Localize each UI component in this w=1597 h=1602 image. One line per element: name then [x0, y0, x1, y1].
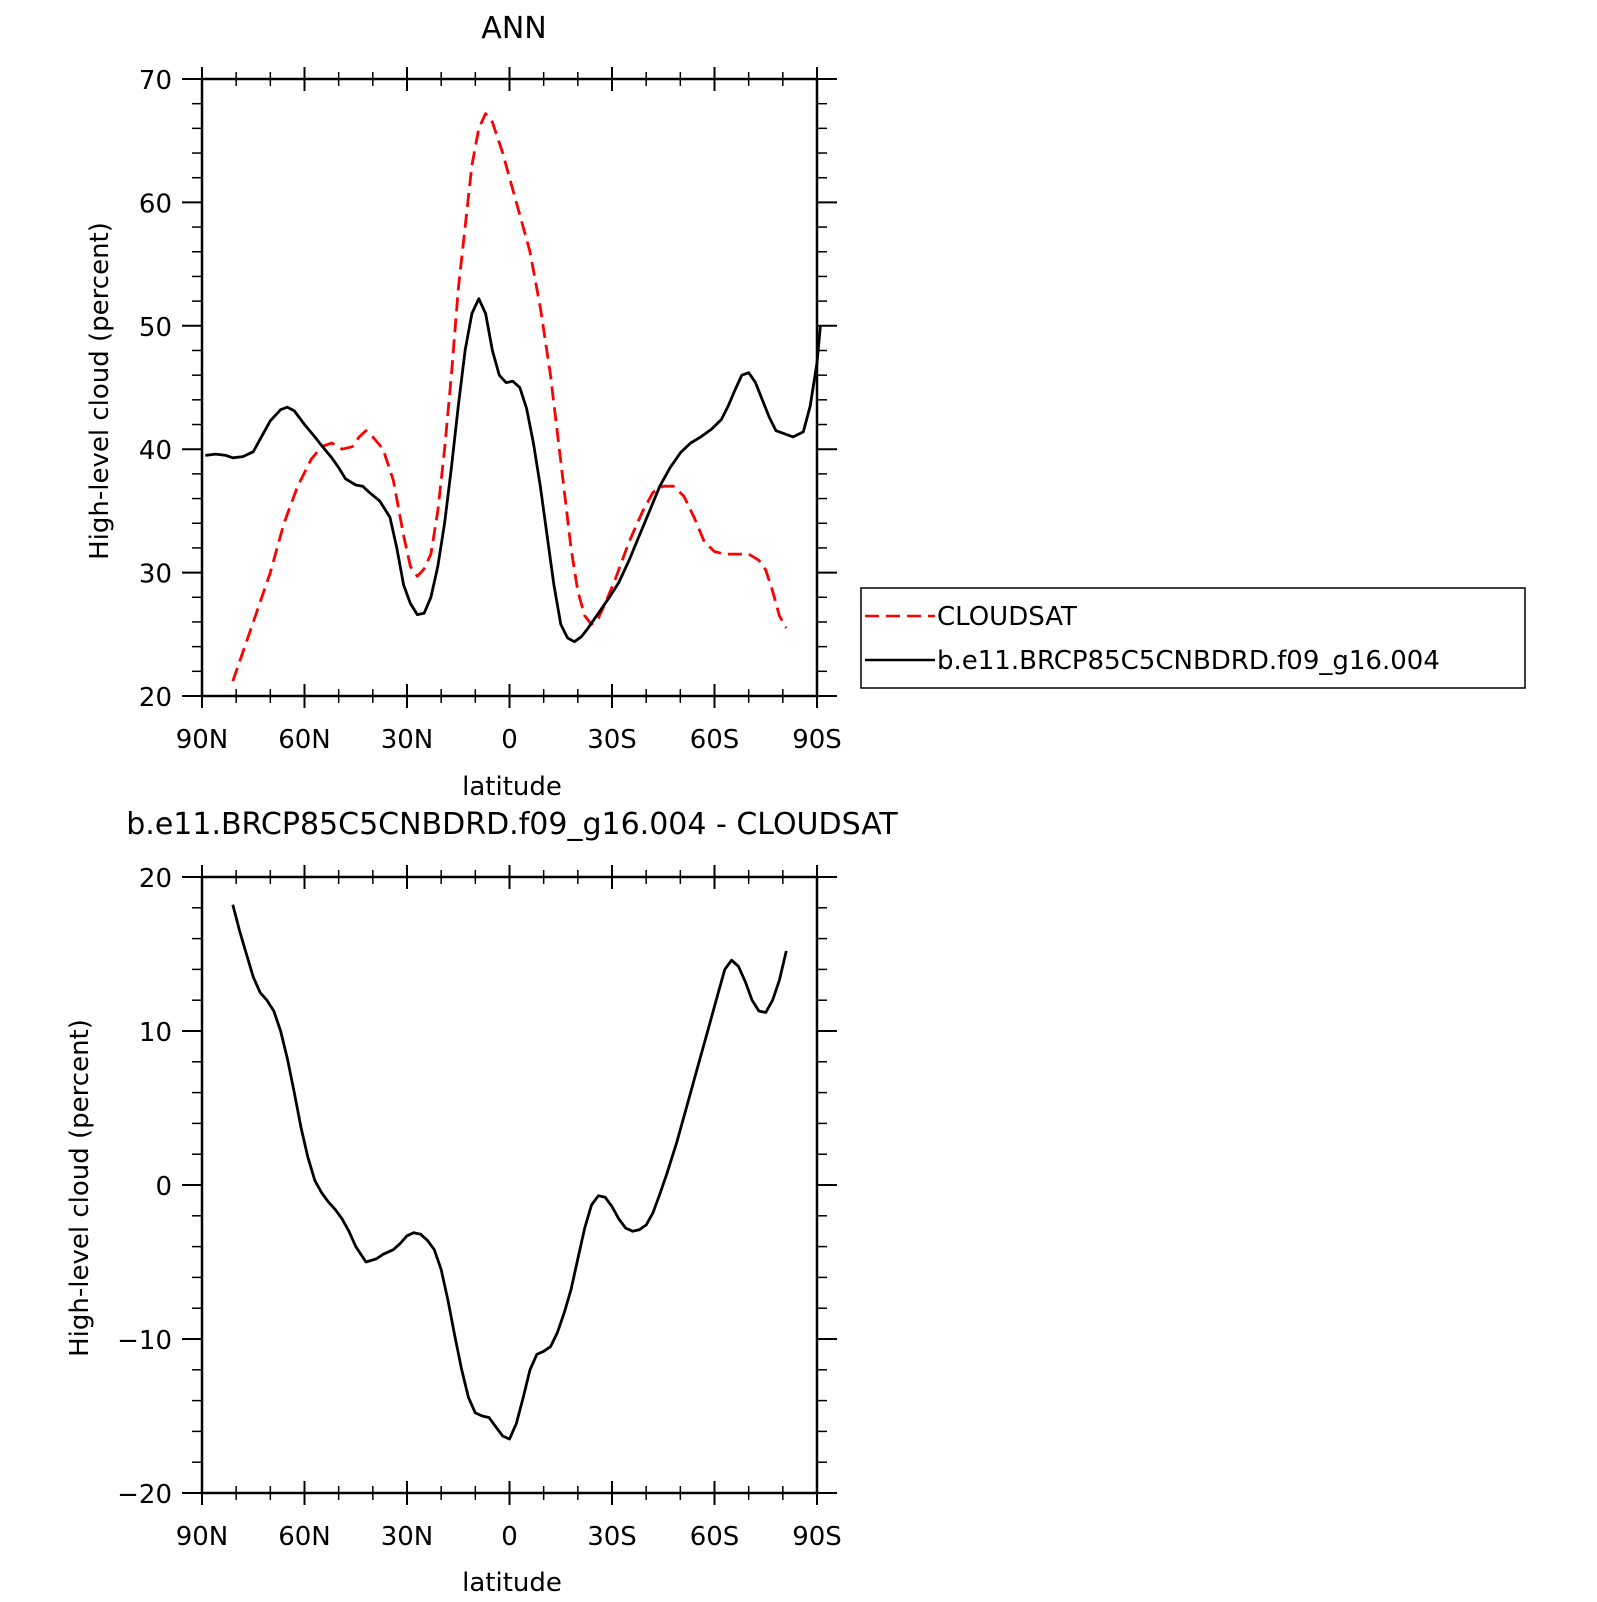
y-tick-label: 50: [139, 313, 172, 343]
y-tick-label: −10: [117, 1326, 172, 1356]
y-tick-label: 40: [139, 436, 172, 466]
y-tick-label: 20: [139, 864, 172, 894]
x-tick-label: 90N: [176, 725, 229, 755]
x-tick-label: 90S: [792, 1522, 842, 1552]
chart-title: ANN: [481, 11, 546, 46]
series-lines: [231, 904, 788, 1441]
chart-title: b.e11.BRCP85C5CNBDRD.f09_g16.004 - CLOUD…: [126, 807, 898, 842]
x-tick-label: 60N: [278, 725, 331, 755]
x-tick-label: 60S: [690, 725, 740, 755]
bottom-panel: b.e11.BRCP85C5CNBDRD.f09_g16.004 - CLOUD…: [65, 807, 898, 1598]
x-tick-label: 30S: [587, 725, 637, 755]
axis-ticks: [182, 865, 837, 1505]
y-tick-label: 20: [139, 683, 172, 713]
y-tick-label: 60: [139, 189, 172, 219]
series-lines: [205, 112, 822, 682]
y-axis-label: High-level cloud (percent): [65, 1019, 95, 1357]
tick-labels: 90N 60N 30N 0 30S 60S 90S −20 −10 0 10 20: [117, 864, 842, 1552]
y-tick-label: 0: [155, 1172, 172, 1202]
x-tick-label: 90N: [176, 1522, 229, 1552]
x-tick-label: 0: [501, 725, 518, 755]
y-tick-label: 30: [139, 560, 172, 590]
tick-labels: 90N 60N 30N 0 30S 60S 90S 20 30 40 50 60 70: [139, 66, 842, 755]
y-tick-label: 10: [139, 1018, 172, 1048]
y-axis-label: High-level cloud (percent): [85, 222, 115, 560]
top-panel: ANN 90N 60N 30N 0 30S 60S 90S 20 30 40 50 60 70 lati…: [85, 11, 842, 802]
y-tick-label: 70: [139, 66, 172, 96]
x-tick-label: 90S: [792, 725, 842, 755]
x-axis-label: latitude: [462, 772, 562, 802]
legend: CLOUDSAT b.e11.BRCP85C5CNBDRD.f09_g16.00…: [860, 587, 1526, 689]
legend-label-cloudsat: CLOUDSAT: [937, 602, 1077, 632]
legend-box: [860, 587, 1526, 689]
legend-label-model: b.e11.BRCP85C5CNBDRD.f09_g16.004: [937, 646, 1440, 676]
series-line-b-e11-brcp85c5cnbdrd-f09-g16-004: [205, 297, 822, 644]
series-line-difference: [231, 904, 788, 1441]
x-axis-label: latitude: [462, 1568, 562, 1597]
series-line-cloudsat: [231, 112, 788, 682]
x-tick-label: 60N: [278, 1522, 331, 1552]
axis-ticks: [182, 67, 837, 708]
x-tick-label: 30N: [381, 1522, 434, 1552]
x-tick-label: 0: [501, 1522, 518, 1552]
x-tick-label: 30N: [381, 725, 434, 755]
x-tick-label: 60S: [690, 1522, 740, 1552]
x-tick-label: 30S: [587, 1522, 637, 1552]
plot-frame: [200, 77, 819, 698]
y-tick-label: −20: [117, 1480, 172, 1510]
